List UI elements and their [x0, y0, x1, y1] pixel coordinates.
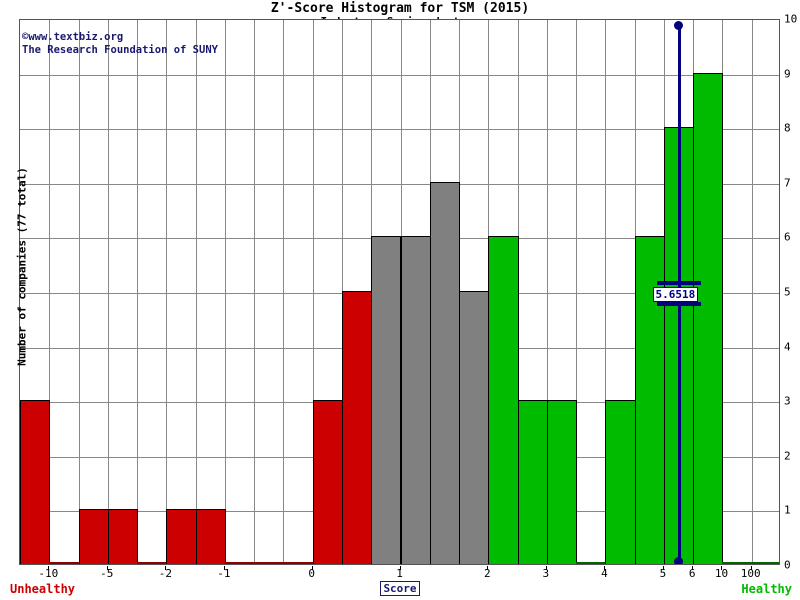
gridline-vertical: [254, 20, 255, 564]
gridline-vertical: [313, 20, 314, 564]
x-axis-tick-mark: [721, 566, 723, 570]
gridline-vertical: [547, 20, 548, 564]
x-axis-tick-label: 3: [542, 567, 550, 580]
x-axis-tick-label: 1: [396, 567, 403, 580]
x-axis-tick-label: 4: [601, 567, 608, 580]
histogram-bar: [371, 236, 402, 564]
watermark-line-2: The Research Foundation of SUNY: [22, 44, 218, 56]
histogram-bar: [49, 562, 80, 564]
histogram-bar: [166, 509, 197, 564]
x-axis-tick-label: -2: [158, 567, 172, 580]
histogram-bar: [283, 562, 314, 564]
y-axis-tick-label: 7: [784, 176, 791, 190]
y-axis-tick-label: 8: [784, 121, 791, 135]
x-axis-title: Score: [0, 581, 800, 596]
x-axis-tick-label: 100: [740, 567, 761, 580]
gridline-vertical: [196, 20, 197, 564]
gridline-vertical: [166, 20, 167, 564]
y-axis-tick-label: 6: [784, 230, 791, 244]
y-axis-tick-label: 0: [784, 558, 791, 572]
gridline-vertical: [49, 20, 50, 564]
gridline-vertical: [225, 20, 226, 564]
histogram-bar: [400, 236, 431, 564]
y-axis-tick-label: 1: [784, 503, 791, 517]
x-axis-tick-mark: [545, 566, 547, 570]
x-axis-tick-mark: [487, 566, 489, 570]
histogram-bar: [312, 400, 343, 564]
gridline-horizontal: [20, 75, 779, 76]
x-axis-tick-label: -10: [38, 567, 59, 580]
x-axis-tick-label: 6: [688, 567, 696, 580]
y-axis-tick-label: 9: [784, 67, 791, 81]
chart-title: Z'-Score Histogram for TSM (2015): [270, 1, 530, 16]
x-axis-tick-mark: [662, 566, 664, 570]
gridline-vertical: [605, 20, 606, 564]
marker-value-label: 5.6518: [652, 287, 699, 302]
x-axis-tick-label: 10: [714, 567, 729, 580]
histogram-bar: [429, 181, 461, 564]
y-axis-tick-label: 2: [784, 449, 791, 463]
histogram-bar: [634, 236, 665, 564]
gridline-vertical: [108, 20, 109, 564]
x-axis-tick-mark: [48, 566, 50, 570]
x-axis-tick-mark: [750, 566, 752, 570]
x-axis-tick-mark: [692, 566, 694, 570]
y-axis-tick-label: 10: [784, 12, 798, 26]
watermark-line-1: ©www.textbiz.org: [22, 31, 124, 43]
unhealthy-label: Unhealthy: [10, 582, 76, 596]
histogram-bar: [488, 236, 519, 564]
x-axis-tick-mark: [604, 566, 606, 570]
x-axis-tick-label: 0: [308, 567, 315, 580]
y-axis-tick-label: 4: [784, 340, 791, 354]
x-axis-tick-mark: [399, 566, 401, 570]
histogram-bar: [137, 562, 168, 564]
x-axis-tick-label: -1: [217, 567, 231, 580]
x-axis-tick-mark: [106, 566, 108, 570]
gridline-horizontal: [20, 129, 779, 130]
x-axis-title-text: Score: [380, 581, 420, 596]
y-axis-tick-label: 3: [784, 394, 791, 408]
marker-bracket-bottom: [656, 302, 701, 306]
histogram-bar: [722, 562, 753, 564]
y-axis-title: Number of companies (77 total): [15, 167, 29, 366]
x-axis-tick-mark: [311, 566, 313, 570]
histogram-bar: [254, 562, 285, 564]
x-axis-tick-mark: [165, 566, 167, 570]
healthy-label: Healthy: [741, 582, 792, 596]
x-axis-tick-mark: [223, 566, 225, 570]
histogram-bar: [517, 400, 548, 564]
gridline-vertical: [283, 20, 284, 564]
marker-dot-bottom: [674, 557, 684, 564]
gridline-vertical: [576, 20, 577, 564]
gridline-vertical: [752, 20, 753, 564]
x-axis-tick-label: 2: [483, 567, 491, 580]
x-axis-tick-label: 5: [659, 567, 667, 580]
histogram-bar: [195, 509, 226, 564]
marker-dot-top: [674, 21, 684, 31]
gridline-vertical: [79, 20, 80, 564]
histogram-bar: [605, 400, 636, 564]
histogram-bar: [107, 509, 139, 564]
plot-area: 5.6518: [19, 19, 780, 565]
histogram-bar: [459, 291, 490, 564]
histogram-bar: [341, 291, 373, 564]
histogram-bar: [20, 400, 51, 564]
histogram-bar: [751, 562, 779, 564]
x-axis-tick-label: -5: [100, 567, 114, 580]
histogram-bar: [693, 72, 724, 564]
histogram-bar: [546, 400, 578, 564]
histogram-bar: [224, 562, 256, 564]
histogram-bar: [78, 509, 109, 564]
histogram-bar: [576, 562, 607, 564]
marker-bracket-top: [656, 281, 701, 285]
gridline-vertical: [137, 20, 138, 564]
gridline-horizontal: [20, 184, 779, 185]
y-axis-tick-label: 5: [784, 285, 791, 299]
